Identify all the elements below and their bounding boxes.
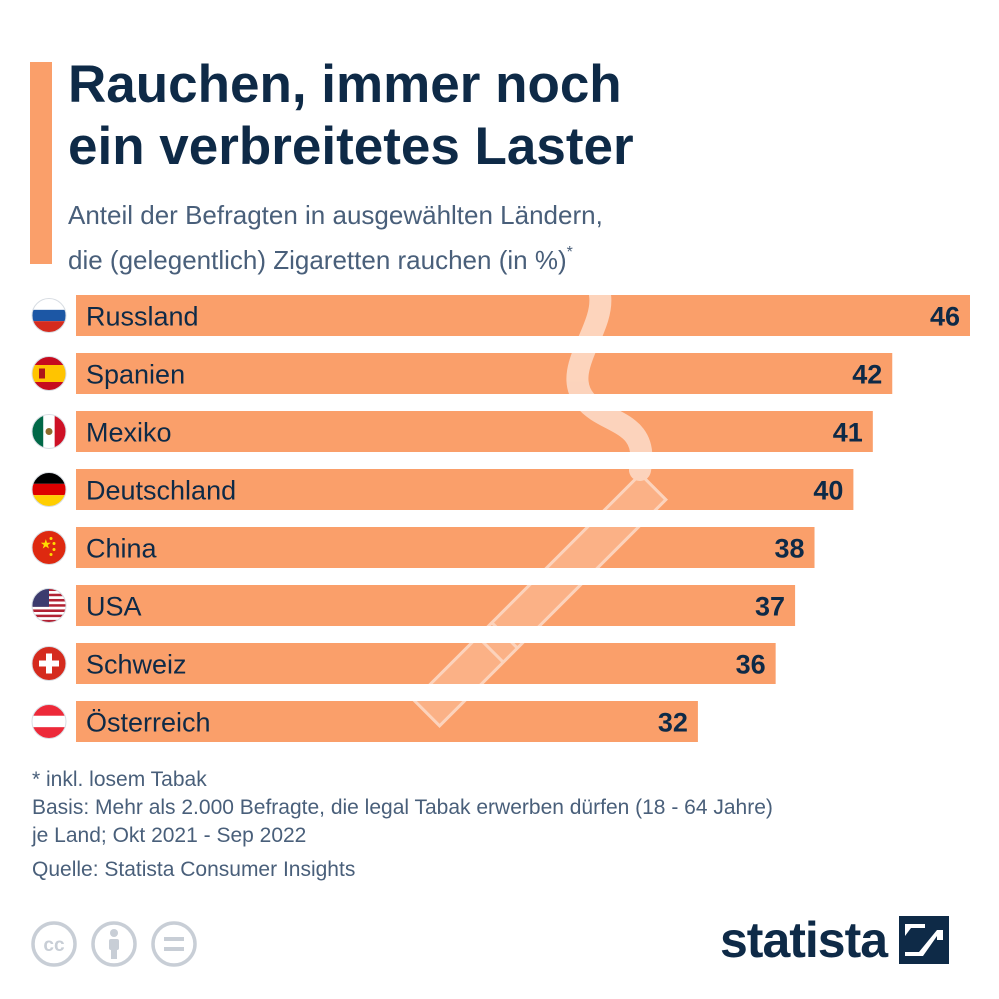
value-label: 46 (930, 302, 960, 332)
svg-text:cc: cc (43, 935, 65, 956)
flag-austria-icon (31, 704, 67, 739)
cc-icon[interactable]: cc (31, 921, 77, 967)
cigarette-illustration (412, 284, 668, 728)
category-label: Russland (86, 302, 199, 332)
flag-usa-icon (31, 588, 67, 623)
subtitle-line-1: Anteil der Befragten in ausgewählten Län… (68, 200, 603, 230)
category-label: China (86, 534, 158, 564)
category-label: Österreich (86, 708, 211, 738)
footnote: * inkl. losem Tabak (32, 768, 207, 791)
value-label: 36 (736, 650, 766, 680)
statista-logo[interactable]: statista (720, 910, 950, 970)
category-label: Deutschland (86, 476, 236, 506)
chart-notes: * inkl. losem Tabak Basis: Mehr als 2.00… (32, 766, 962, 884)
bar-0 (76, 295, 970, 336)
value-label: 40 (813, 476, 843, 506)
nd-icon[interactable] (151, 921, 197, 967)
bar-1 (76, 353, 893, 394)
subtitle-footnote-marker: * (566, 244, 573, 261)
subtitle-line-2: die (gelegentlich) Zigaretten rauchen (i… (68, 234, 968, 279)
by-icon[interactable] (91, 921, 137, 967)
title-line-2: ein verbreitetes Laster (68, 117, 634, 176)
value-label: 42 (852, 360, 882, 390)
basis-line-2: je Land; Okt 2021 - Sep 2022 (32, 824, 307, 847)
category-label: Schweiz (86, 650, 187, 680)
flag-mexico-icon (31, 414, 67, 449)
flag-russia-icon (31, 298, 67, 333)
subtitle-line-2-text: die (gelegentlich) Zigaretten rauchen (i… (68, 245, 567, 275)
chart-subtitle: Anteil der Befragten in ausgewählten Län… (68, 196, 968, 279)
category-label: USA (86, 592, 142, 622)
value-label: 37 (755, 592, 785, 622)
basis-line-1: Basis: Mehr als 2.000 Befragte, die lega… (32, 796, 773, 819)
flag-germany-icon (31, 472, 67, 507)
category-label: Spanien (86, 360, 185, 390)
accent-bar (30, 62, 52, 264)
bar-6 (76, 643, 776, 684)
value-label: 41 (833, 418, 863, 448)
value-label: 38 (774, 534, 804, 564)
flag-spain-icon (31, 356, 67, 391)
category-label: Mexiko (86, 418, 172, 448)
bar-7 (76, 701, 698, 742)
statista-logo-icon (899, 916, 950, 964)
bar-3 (76, 469, 854, 510)
bar-chart: Russland 46 Spanien 42 Mexiko 41 Deutschland 40… (31, 284, 970, 742)
svg-text:★: ★ (40, 538, 52, 553)
flag-china-icon: ★ (31, 530, 67, 565)
bar-4 (76, 527, 815, 568)
chart-title: Rauchen, immer noch ein verbreitetes Las… (68, 54, 968, 178)
source-note: Quelle: Statista Consumer Insights (32, 858, 356, 881)
bar-2 (76, 411, 873, 452)
title-line-1: Rauchen, immer noch (68, 55, 622, 114)
flag-switzerland-icon (31, 646, 67, 681)
bar-5 (76, 585, 796, 626)
value-label: 32 (658, 708, 688, 738)
license-icons: cc (31, 921, 197, 967)
logo-text: statista (720, 912, 888, 968)
